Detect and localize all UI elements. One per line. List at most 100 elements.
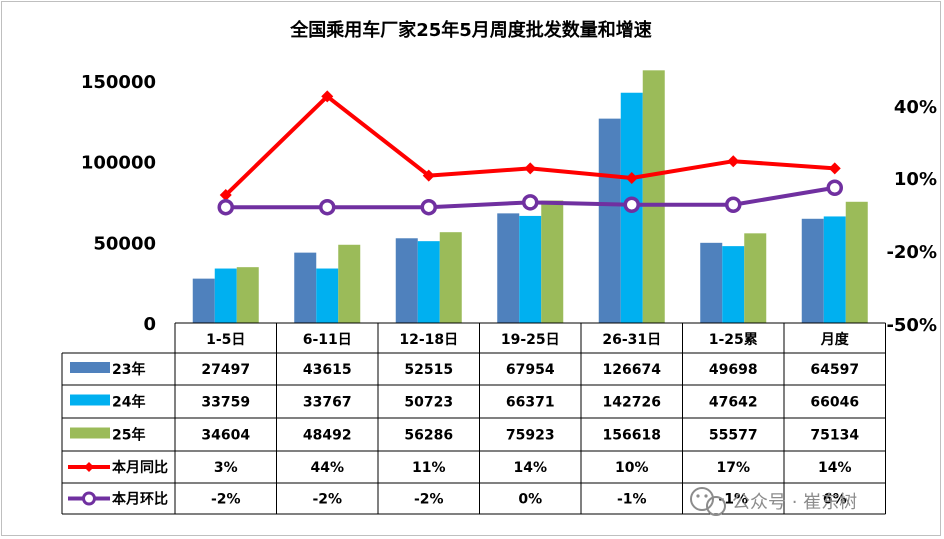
table-cell: 33767 bbox=[303, 395, 352, 411]
table-cell: 67954 bbox=[506, 362, 555, 378]
table-cell: 3% bbox=[214, 460, 238, 476]
bar-24年 bbox=[823, 216, 846, 323]
table-cell: 64597 bbox=[810, 362, 859, 378]
category-label: 1-5日 bbox=[206, 332, 245, 348]
table-cell: 14% bbox=[818, 460, 852, 476]
line-本月同比 bbox=[224, 94, 835, 197]
bar-25年 bbox=[642, 70, 665, 323]
legend-marker-本月同比 bbox=[84, 462, 94, 472]
wechat-icon bbox=[690, 487, 726, 516]
bar-24年 bbox=[417, 241, 440, 323]
watermark-text: 公众号 · 崔东树 bbox=[732, 492, 857, 513]
table-cell: 48492 bbox=[303, 428, 352, 444]
table-cell: 66371 bbox=[506, 395, 555, 411]
table-cell: 17% bbox=[716, 460, 750, 476]
table-cell: 14% bbox=[513, 460, 547, 476]
bar-24年 bbox=[214, 268, 237, 323]
right-axis: 40% 10% -20% -50% bbox=[886, 97, 937, 336]
y-right-tick-label: -20% bbox=[886, 242, 937, 263]
bar-23年 bbox=[192, 278, 215, 323]
bar-layer bbox=[192, 70, 868, 324]
table-cell: 156618 bbox=[603, 428, 661, 444]
category-label: 月度 bbox=[820, 331, 850, 348]
marker-本月环比 bbox=[420, 198, 437, 216]
table-cell: 49698 bbox=[709, 362, 758, 378]
table-cell: -1% bbox=[617, 492, 647, 508]
bar-24年 bbox=[316, 268, 339, 323]
legend-label: 25年 bbox=[112, 427, 145, 444]
legend-label: 23年 bbox=[112, 361, 145, 378]
bar-23年 bbox=[700, 242, 723, 323]
bar-24年 bbox=[519, 215, 542, 323]
table-cell: 126674 bbox=[603, 362, 662, 378]
bar-25年 bbox=[439, 232, 462, 323]
table-cell: 27497 bbox=[201, 362, 250, 378]
bar-23年 bbox=[294, 252, 317, 323]
legend-label: 24年 bbox=[112, 394, 145, 411]
watermark: 公众号 · 崔东树 bbox=[690, 487, 857, 516]
marker-本月环比 bbox=[319, 198, 336, 216]
left-axis: 150000 100000 50000 0 bbox=[81, 72, 156, 335]
legend-marker-本月环比 bbox=[82, 491, 96, 506]
marker-本月同比 bbox=[321, 90, 334, 103]
table-cell: 55577 bbox=[709, 428, 758, 444]
bar-23年 bbox=[598, 118, 621, 323]
bar-23年 bbox=[395, 238, 418, 323]
bar-25年 bbox=[744, 233, 767, 323]
legend-swatch-23年 bbox=[70, 362, 110, 373]
marker-本月环比 bbox=[826, 179, 843, 196]
bar-25年 bbox=[541, 200, 564, 323]
y-left-tick-label: 50000 bbox=[93, 233, 156, 254]
table-cell: 56286 bbox=[404, 428, 453, 444]
marker-本月环比 bbox=[725, 196, 742, 214]
table-cell: 0% bbox=[518, 492, 542, 508]
table-cell: 50723 bbox=[404, 395, 453, 411]
chart-title: 全国乘用车厂家25年5月周度批发数量和增速 bbox=[289, 19, 652, 41]
category-label: 1-25累 bbox=[709, 332, 758, 348]
bar-23年 bbox=[801, 218, 824, 323]
legend-label: 本月同比 bbox=[112, 459, 168, 476]
legend-swatch-25年 bbox=[70, 427, 110, 439]
category-label: 26-31日 bbox=[602, 332, 661, 348]
data-table: 1-5日 6-11日 12-18日 19-25日 26-31日 1-25累 月度 23年 274… bbox=[61, 322, 886, 515]
marker-本月同比 bbox=[422, 169, 435, 182]
line-layer bbox=[217, 90, 843, 216]
legend-swatch-24年 bbox=[70, 394, 110, 406]
table-cell: 75923 bbox=[506, 428, 555, 444]
table-cell: 47642 bbox=[709, 395, 758, 411]
marker-本月同比 bbox=[727, 155, 740, 168]
marker-本月同比 bbox=[625, 172, 638, 184]
table-cell: 75134 bbox=[810, 428, 859, 444]
y-left-tick-label: 100000 bbox=[81, 153, 156, 174]
table-cell: -2% bbox=[211, 492, 241, 508]
marker-本月环比 bbox=[623, 196, 640, 214]
table-cell: 142726 bbox=[603, 395, 661, 411]
table-cell: 43615 bbox=[303, 362, 352, 378]
table-cell: 66046 bbox=[810, 395, 859, 411]
table-cell: 10% bbox=[615, 460, 649, 476]
marker-本月同比 bbox=[219, 189, 232, 202]
bar-25年 bbox=[236, 267, 259, 323]
table-cell: -1% bbox=[718, 492, 748, 508]
bar-24年 bbox=[722, 246, 745, 323]
table-cell: 44% bbox=[310, 460, 344, 476]
y-right-tick-label: -50% bbox=[886, 315, 937, 336]
y-right-tick-label: 10% bbox=[894, 169, 937, 190]
y-left-tick-label: 150000 bbox=[81, 72, 156, 93]
bar-25年 bbox=[338, 244, 361, 323]
category-label: 12-18日 bbox=[399, 332, 458, 348]
legend-label: 本月环比 bbox=[112, 491, 168, 508]
y-right-tick-label: 40% bbox=[894, 97, 937, 118]
category-label: 19-25日 bbox=[501, 332, 560, 348]
table-cell: 6% bbox=[823, 492, 847, 508]
marker-本月环比 bbox=[217, 198, 234, 216]
marker-本月同比 bbox=[524, 162, 537, 175]
marker-本月环比 bbox=[522, 194, 539, 211]
table-cell: 11% bbox=[412, 460, 446, 476]
table-cell: -2% bbox=[414, 492, 444, 508]
table-cell: 33759 bbox=[201, 395, 250, 411]
marker-本月同比 bbox=[828, 162, 841, 175]
category-label: 6-11日 bbox=[303, 332, 352, 348]
